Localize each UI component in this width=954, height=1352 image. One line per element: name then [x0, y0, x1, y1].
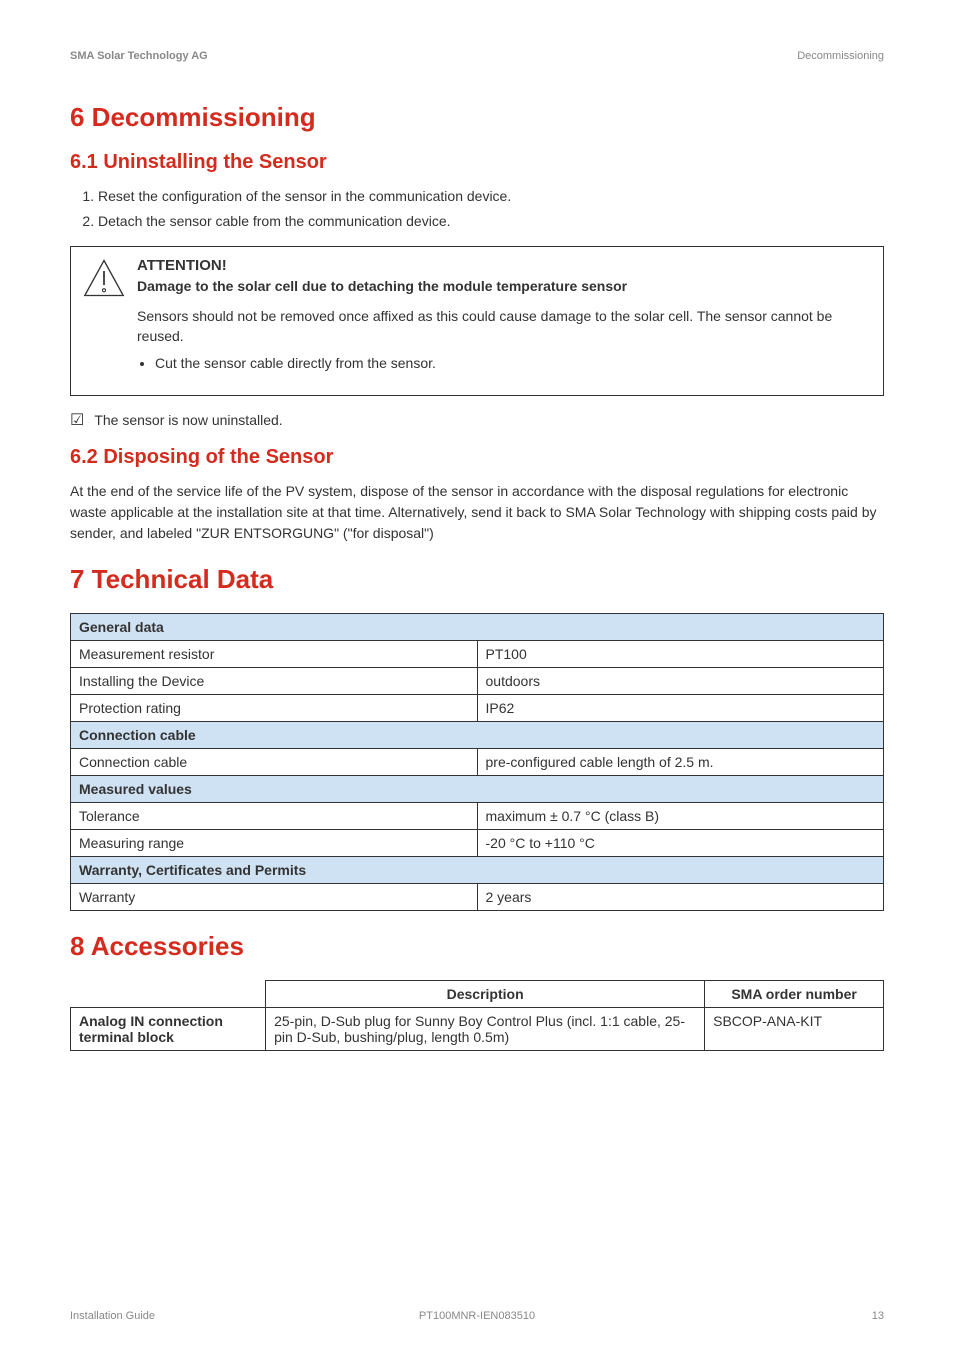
table-row: Protection ratingIP62: [71, 694, 884, 721]
cell-key: Measuring range: [71, 829, 478, 856]
attention-label: ATTENTION!: [137, 257, 871, 274]
checkbox-icon: ☑: [70, 410, 84, 430]
cell-key: Measurement resistor: [71, 640, 478, 667]
cell-key: Tolerance: [71, 802, 478, 829]
accessories-table: Description SMA order number Analog IN c…: [70, 980, 884, 1051]
section-6-title: 6 Decommissioning: [70, 102, 884, 133]
acc-col-blank: [71, 980, 266, 1007]
table-row: Warranty2 years: [71, 883, 884, 910]
table-row: Tolerancemaximum ± 0.7 °C (class B): [71, 802, 884, 829]
cell-key: Connection cable: [71, 748, 478, 775]
cell-val: maximum ± 0.7 °C (class B): [477, 802, 884, 829]
attention-body: Sensors should not be removed once affix…: [137, 306, 871, 347]
table-row: Connection cablepre-configured cable len…: [71, 748, 884, 775]
attention-triangle-icon: [83, 257, 125, 299]
general-data-header: General data: [71, 613, 884, 640]
uninstall-steps: Reset the configuration of the sensor in…: [70, 186, 884, 232]
disposing-body: At the end of the service life of the PV…: [70, 481, 884, 544]
attention-subtitle: Damage to the solar cell due to detachin…: [137, 278, 871, 294]
table-row: Measurement resistorPT100: [71, 640, 884, 667]
footer-left: Installation Guide: [70, 1310, 341, 1322]
cell-val: -20 °C to +110 °C: [477, 829, 884, 856]
acc-description: 25-pin, D-Sub plug for Sunny Boy Control…: [266, 1007, 705, 1050]
acc-order-number: SBCOP-ANA-KIT: [705, 1007, 884, 1050]
table-row: Measuring range-20 °C to +110 °C: [71, 829, 884, 856]
connection-cable-header: Connection cable: [71, 721, 884, 748]
footer-center: PT100MNR-IEN083510: [341, 1310, 612, 1322]
cell-val: pre-configured cable length of 2.5 m.: [477, 748, 884, 775]
acc-col-order: SMA order number: [705, 980, 884, 1007]
section-6-1-title: 6.1 Uninstalling the Sensor: [70, 151, 884, 174]
section-7-title: 7 Technical Data: [70, 564, 884, 595]
step-1: Reset the configuration of the sensor in…: [98, 186, 884, 207]
table-row: Analog IN connection terminal block 25-p…: [71, 1007, 884, 1050]
attention-box: ATTENTION! Damage to the solar cell due …: [70, 246, 884, 396]
table-row: Installing the Deviceoutdoors: [71, 667, 884, 694]
cell-val: PT100: [477, 640, 884, 667]
header-left: SMA Solar Technology AG: [70, 50, 208, 62]
cell-val: IP62: [477, 694, 884, 721]
attention-bullet: Cut the sensor cable directly from the s…: [155, 355, 871, 371]
footer-right: 13: [613, 1310, 884, 1322]
cell-val: 2 years: [477, 883, 884, 910]
cell-key: Warranty: [71, 883, 478, 910]
cell-key: Installing the Device: [71, 667, 478, 694]
cell-key: Protection rating: [71, 694, 478, 721]
acc-col-description: Description: [266, 980, 705, 1007]
header-right: Decommissioning: [797, 50, 884, 62]
warranty-header: Warranty, Certificates and Permits: [71, 856, 884, 883]
section-8-title: 8 Accessories: [70, 931, 884, 962]
measured-values-header: Measured values: [71, 775, 884, 802]
acc-name: Analog IN connection terminal block: [71, 1007, 266, 1050]
technical-data-table: General data Measurement resistorPT100 I…: [70, 613, 884, 911]
step-2: Detach the sensor cable from the communi…: [98, 211, 884, 232]
footer: Installation Guide PT100MNR-IEN083510 13: [70, 1310, 884, 1322]
check-text: The sensor is now uninstalled.: [94, 412, 282, 428]
cell-val: outdoors: [477, 667, 884, 694]
section-6-2-title: 6.2 Disposing of the Sensor: [70, 446, 884, 469]
